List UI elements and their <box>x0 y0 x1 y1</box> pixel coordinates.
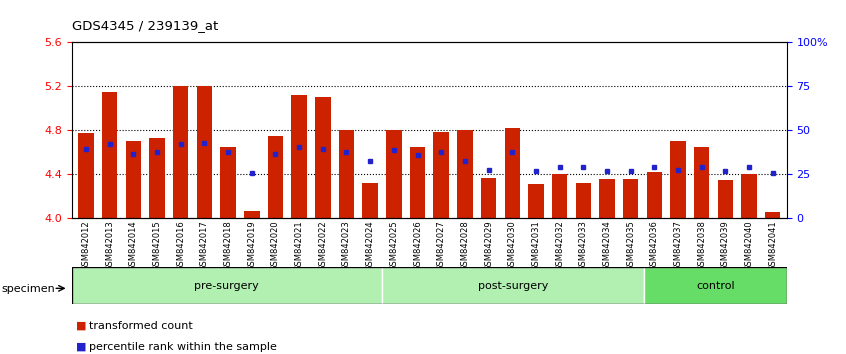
Text: GSM842035: GSM842035 <box>626 220 635 271</box>
Text: GSM842031: GSM842031 <box>531 220 541 271</box>
Text: GSM842024: GSM842024 <box>365 220 375 271</box>
Bar <box>481 178 497 218</box>
Bar <box>457 130 473 218</box>
Text: GSM842017: GSM842017 <box>200 220 209 271</box>
Bar <box>72 267 382 304</box>
Bar <box>644 267 787 304</box>
Text: GSM842020: GSM842020 <box>271 220 280 271</box>
Text: GSM842015: GSM842015 <box>152 220 162 271</box>
Text: GSM842027: GSM842027 <box>437 220 446 271</box>
Text: percentile rank within the sample: percentile rank within the sample <box>89 342 277 352</box>
Bar <box>150 138 165 218</box>
Bar <box>741 174 756 218</box>
Bar <box>315 97 331 218</box>
Text: control: control <box>696 281 734 291</box>
Text: GSM842018: GSM842018 <box>223 220 233 271</box>
Text: GSM842028: GSM842028 <box>460 220 470 271</box>
Bar <box>670 141 685 218</box>
Bar <box>102 92 118 218</box>
Text: GSM842033: GSM842033 <box>579 220 588 271</box>
Text: GSM842030: GSM842030 <box>508 220 517 271</box>
Bar <box>126 141 141 218</box>
Bar <box>292 95 307 218</box>
Text: transformed count: transformed count <box>89 321 193 331</box>
Text: post-surgery: post-surgery <box>477 281 548 291</box>
Bar <box>79 133 94 218</box>
Text: GSM842041: GSM842041 <box>768 220 777 271</box>
Text: GSM842019: GSM842019 <box>247 220 256 271</box>
Bar <box>694 147 709 218</box>
Text: ■: ■ <box>76 342 86 352</box>
Text: GSM842026: GSM842026 <box>413 220 422 271</box>
Bar <box>717 181 733 218</box>
Bar <box>221 147 236 218</box>
Bar <box>338 130 354 218</box>
Bar <box>623 179 638 218</box>
Text: GSM842022: GSM842022 <box>318 220 327 271</box>
Text: GDS4345 / 239139_at: GDS4345 / 239139_at <box>72 19 218 32</box>
Bar <box>599 179 614 218</box>
Text: GSM842039: GSM842039 <box>721 220 730 271</box>
Text: GSM842016: GSM842016 <box>176 220 185 271</box>
Bar <box>382 267 644 304</box>
Text: GSM842032: GSM842032 <box>555 220 564 271</box>
Text: ■: ■ <box>76 321 86 331</box>
Text: specimen: specimen <box>2 284 56 293</box>
Text: GSM842025: GSM842025 <box>389 220 398 271</box>
Text: GSM842037: GSM842037 <box>673 220 683 271</box>
Bar <box>646 172 662 218</box>
Bar <box>528 184 544 218</box>
Bar <box>268 136 283 218</box>
Bar <box>244 211 260 218</box>
Bar <box>765 212 780 218</box>
Bar <box>409 147 426 218</box>
Text: GSM842013: GSM842013 <box>105 220 114 271</box>
Bar <box>197 86 212 218</box>
Bar <box>575 183 591 218</box>
Text: GSM842038: GSM842038 <box>697 220 706 271</box>
Text: GSM842023: GSM842023 <box>342 220 351 271</box>
Text: GSM842036: GSM842036 <box>650 220 659 271</box>
Bar <box>552 174 567 218</box>
Bar <box>504 128 520 218</box>
Bar <box>386 130 402 218</box>
Bar <box>433 132 449 218</box>
Text: GSM842014: GSM842014 <box>129 220 138 271</box>
Text: GSM842021: GSM842021 <box>294 220 304 271</box>
Bar <box>173 86 189 218</box>
Text: GSM842029: GSM842029 <box>484 220 493 271</box>
Bar <box>362 183 378 218</box>
Text: pre-surgery: pre-surgery <box>195 281 259 291</box>
Text: GSM842034: GSM842034 <box>602 220 612 271</box>
Text: GSM842040: GSM842040 <box>744 220 754 271</box>
Text: GSM842012: GSM842012 <box>81 220 91 271</box>
